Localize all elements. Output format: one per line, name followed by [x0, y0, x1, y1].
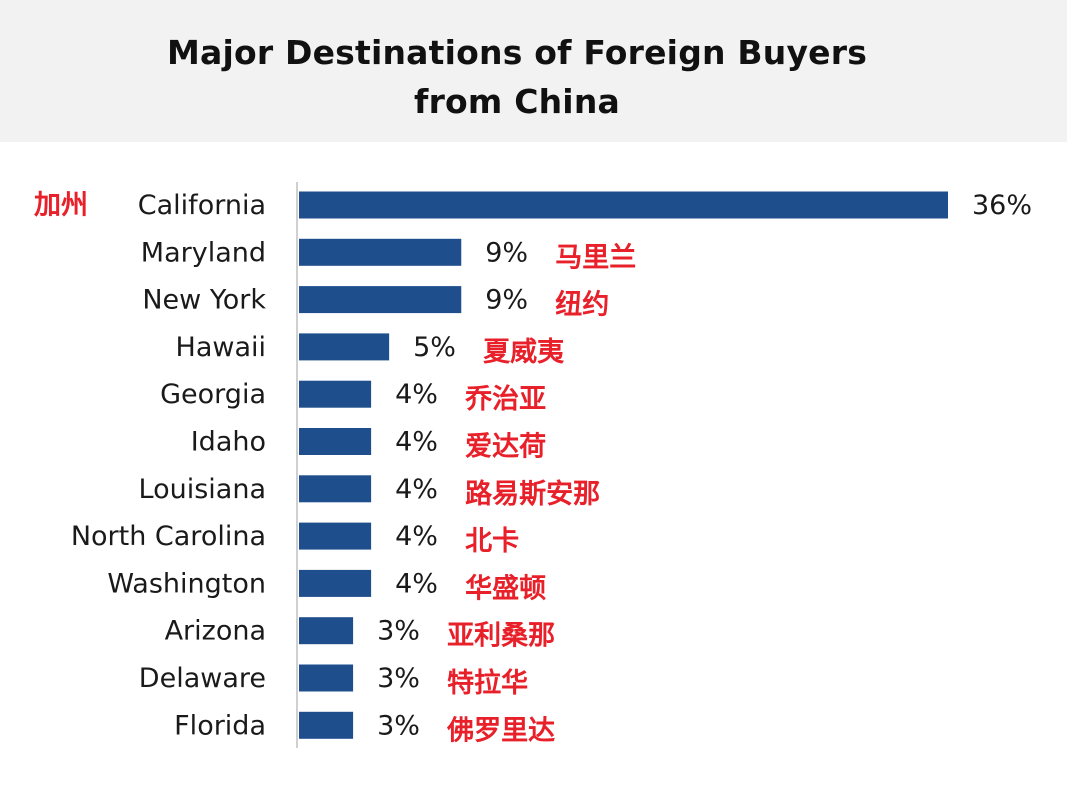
bar-idaho — [299, 428, 372, 455]
value-label-hawaii: 5% — [413, 332, 456, 363]
bar-california — [299, 191, 948, 219]
chinese-label-hawaii: 夏威夷 — [483, 337, 565, 368]
category-label-north-carolina: North Carolina — [71, 521, 266, 552]
value-label-delaware: 3% — [377, 663, 420, 694]
chinese-label-new-york: 纽约 — [555, 289, 609, 321]
bar-arizona — [299, 617, 354, 645]
chinese-label-arizona: 亚利桑那 — [447, 621, 555, 652]
category-label-idaho: Idaho — [191, 427, 266, 458]
bar-hawaii — [299, 333, 390, 361]
chart-title-line-2: from China — [414, 82, 620, 121]
chinese-label-louisiana: 路易斯安那 — [465, 478, 600, 510]
value-label-georgia: 4% — [395, 379, 438, 410]
bar-new-york — [299, 286, 462, 314]
bar-maryland — [299, 238, 462, 266]
category-label-louisiana: Louisiana — [139, 474, 266, 505]
chart-title-line-1: Major Destinations of Foreign Buyers — [166, 33, 868, 72]
value-label-idaho: 4% — [395, 427, 438, 458]
bar-chart: California 36% 加州 Maryland 9% 马里兰 New York 9% 纽约… — [34, 182, 1032, 748]
value-label-california: 36% — [972, 190, 1032, 221]
bar-louisiana — [299, 475, 372, 503]
category-label-delaware: Delaware — [139, 663, 266, 694]
value-label-north-carolina: 4% — [395, 521, 438, 552]
plot-panel: California 36% 加州 Maryland 9% 马里兰 New York 9% 纽约… — [0, 142, 1067, 795]
category-label-georgia: Georgia — [160, 379, 266, 410]
bar-florida — [299, 711, 354, 739]
value-label-washington: 4% — [395, 568, 438, 599]
category-label-hawaii: Hawaii — [176, 332, 266, 363]
category-label-california: California — [138, 190, 266, 221]
bar-north-carolina — [299, 522, 372, 550]
value-label-new-york: 9% — [485, 285, 528, 316]
bar-delaware — [299, 664, 354, 692]
chinese-label-maryland: 马里兰 — [555, 242, 636, 273]
category-label-washington: Washington — [107, 568, 266, 599]
chinese-label-north-carolina: 北卡 — [465, 526, 519, 557]
chinese-label-florida: 佛罗里达 — [446, 715, 555, 746]
category-label-arizona: Arizona — [165, 616, 266, 647]
title-band: Major Destinations of Foreign Buyers fro… — [0, 0, 1067, 142]
value-label-florida: 3% — [377, 710, 420, 741]
bar-washington — [299, 569, 372, 597]
value-label-arizona: 3% — [377, 616, 420, 647]
chinese-label-california: 加州 — [34, 190, 88, 221]
chinese-label-idaho: 爱达荷 — [465, 432, 546, 463]
value-label-maryland: 9% — [485, 237, 528, 268]
category-label-florida: Florida — [174, 710, 266, 741]
chinese-label-delaware: 特拉华 — [447, 667, 528, 699]
bar-georgia — [299, 380, 372, 408]
value-label-louisiana: 4% — [395, 474, 438, 505]
category-label-new-york: New York — [142, 285, 266, 316]
bars-group: California 36% 加州 Maryland 9% 马里兰 New York 9% 纽约… — [34, 190, 1032, 746]
chinese-label-georgia: 乔治亚 — [464, 384, 546, 415]
category-label-maryland: Maryland — [141, 237, 266, 268]
chinese-label-washington: 华盛顿 — [465, 572, 546, 604]
